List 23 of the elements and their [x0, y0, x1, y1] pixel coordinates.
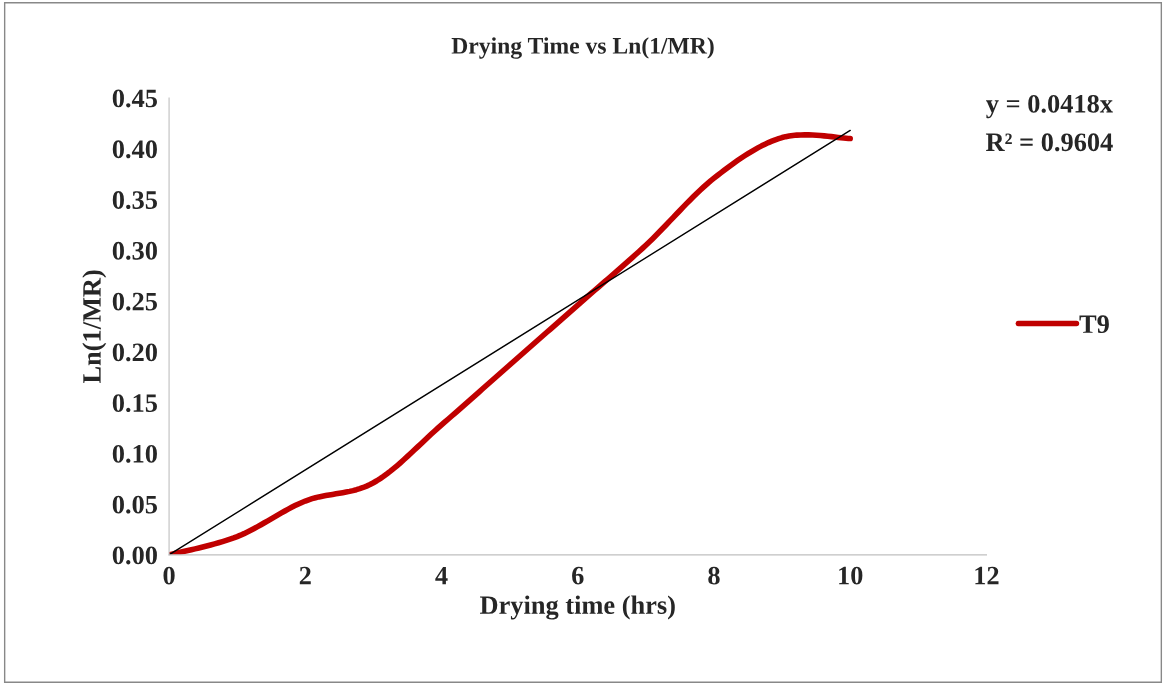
y-tick-label: 0.35 — [112, 191, 157, 210]
y-tick-label: 0.00 — [112, 546, 157, 565]
x-tick-label: 0 — [163, 566, 175, 585]
legend-label: T9 — [1079, 315, 1109, 334]
y-tick-label: 0.20 — [112, 343, 157, 362]
annotation: y = 0.0418x — [986, 94, 1113, 119]
x-axis-title: Drying time (hrs) — [480, 595, 675, 620]
x-tick-label: 2 — [299, 566, 311, 585]
x-tick-label: 8 — [708, 566, 720, 585]
y-tick-label: 0.30 — [112, 241, 157, 260]
y-tick-label: 0.25 — [112, 292, 157, 311]
y-tick-label: 0.40 — [112, 140, 157, 159]
y-tick-label: 0.15 — [112, 394, 157, 413]
x-tick-label: 12 — [975, 566, 999, 585]
y-tick-label: 0.45 — [112, 89, 157, 108]
y-axis-title: Ln(1/MR) — [82, 270, 107, 384]
annotation: R² = 0.9604 — [985, 133, 1113, 152]
y-tick-label: 0.10 — [112, 444, 157, 463]
x-tick-label: 10 — [839, 566, 863, 585]
y-tick-label: 0.05 — [112, 495, 157, 514]
chart-title: Drying Time vs Ln(1/MR) — [451, 37, 714, 59]
x-tick-label: 6 — [572, 566, 584, 585]
x-tick-label: 4 — [435, 566, 448, 585]
